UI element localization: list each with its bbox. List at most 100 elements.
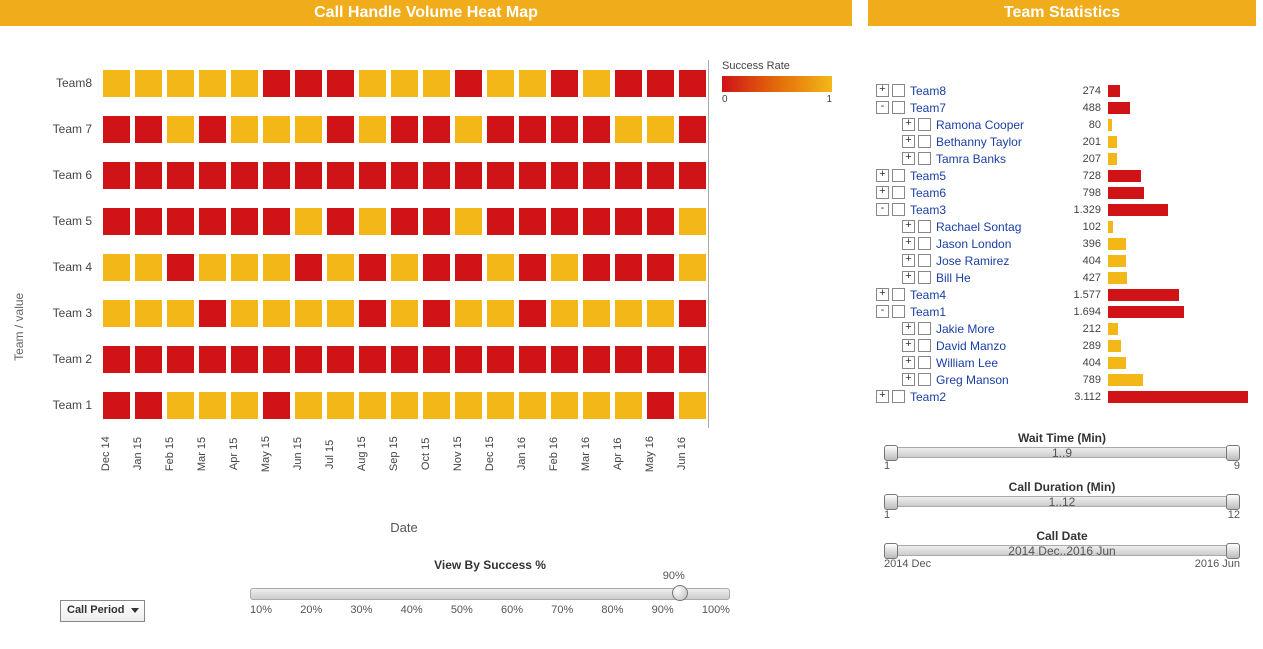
tree-row[interactable]: +Team41.577 xyxy=(876,286,1248,303)
heatmap-cell[interactable] xyxy=(263,162,290,189)
heatmap-cell[interactable] xyxy=(231,392,258,419)
heatmap-cell[interactable] xyxy=(679,208,706,235)
heatmap-cell[interactable] xyxy=(199,208,226,235)
tree-row[interactable]: +Jason London396 xyxy=(876,235,1248,252)
expand-icon[interactable]: + xyxy=(876,288,889,301)
heatmap-cell[interactable] xyxy=(615,254,642,281)
tree-row[interactable]: +Jose Ramirez404 xyxy=(876,252,1248,269)
heatmap-cell[interactable] xyxy=(583,162,610,189)
heatmap-cell[interactable] xyxy=(455,254,482,281)
checkbox-icon[interactable] xyxy=(892,101,905,114)
range-knob-left[interactable] xyxy=(884,543,898,559)
heatmap-cell[interactable] xyxy=(679,254,706,281)
heatmap-cell[interactable] xyxy=(231,254,258,281)
heatmap-cell[interactable] xyxy=(423,392,450,419)
heatmap-cell[interactable] xyxy=(327,116,354,143)
heatmap-cell[interactable] xyxy=(199,70,226,97)
heatmap-cell[interactable] xyxy=(167,162,194,189)
heatmap-cell[interactable] xyxy=(423,300,450,327)
heatmap-cell[interactable] xyxy=(103,392,130,419)
heatmap-cell[interactable] xyxy=(359,116,386,143)
expand-icon[interactable]: + xyxy=(902,152,915,165)
tree-row[interactable]: +David Manzo289 xyxy=(876,337,1248,354)
heatmap-cell[interactable] xyxy=(679,300,706,327)
tree-row[interactable]: -Team7488 xyxy=(876,99,1248,116)
heatmap-cell[interactable] xyxy=(231,346,258,373)
tree-row[interactable]: +Team23.112 xyxy=(876,388,1248,405)
heatmap-cell[interactable] xyxy=(455,392,482,419)
expand-icon[interactable]: + xyxy=(902,118,915,131)
heatmap-cell[interactable] xyxy=(615,208,642,235)
heatmap-cell[interactable] xyxy=(263,116,290,143)
heatmap-cell[interactable] xyxy=(519,300,546,327)
heatmap-cell[interactable] xyxy=(551,70,578,97)
heatmap-cell[interactable] xyxy=(679,116,706,143)
heatmap-cell[interactable] xyxy=(167,116,194,143)
expand-icon[interactable]: + xyxy=(876,169,889,182)
checkbox-icon[interactable] xyxy=(892,186,905,199)
heatmap-cell[interactable] xyxy=(135,208,162,235)
expand-icon[interactable]: + xyxy=(876,390,889,403)
tree-row[interactable]: +Bill He427 xyxy=(876,269,1248,286)
heatmap-cell[interactable] xyxy=(583,116,610,143)
expand-icon[interactable]: + xyxy=(902,322,915,335)
expand-icon[interactable]: + xyxy=(902,271,915,284)
tree-row[interactable]: +Bethanny Taylor201 xyxy=(876,133,1248,150)
heatmap-cell[interactable] xyxy=(455,70,482,97)
checkbox-icon[interactable] xyxy=(918,322,931,335)
heatmap-cell[interactable] xyxy=(295,392,322,419)
heatmap-cell[interactable] xyxy=(679,346,706,373)
heatmap-cell[interactable] xyxy=(647,346,674,373)
tree-row[interactable]: +Team6798 xyxy=(876,184,1248,201)
heatmap-cell[interactable] xyxy=(263,208,290,235)
heatmap-cell[interactable] xyxy=(519,116,546,143)
heatmap-cell[interactable] xyxy=(423,254,450,281)
heatmap-cell[interactable] xyxy=(135,162,162,189)
heatmap-cell[interactable] xyxy=(679,392,706,419)
heatmap-cell[interactable] xyxy=(583,70,610,97)
heatmap-cell[interactable] xyxy=(551,346,578,373)
expand-icon[interactable]: + xyxy=(902,237,915,250)
heatmap-cell[interactable] xyxy=(487,254,514,281)
heatmap-cell[interactable] xyxy=(551,208,578,235)
heatmap-cell[interactable] xyxy=(103,70,130,97)
heatmap-cell[interactable] xyxy=(487,70,514,97)
expand-icon[interactable]: + xyxy=(902,135,915,148)
expand-icon[interactable]: + xyxy=(902,373,915,386)
heatmap-cell[interactable] xyxy=(167,254,194,281)
checkbox-icon[interactable] xyxy=(918,118,931,131)
expand-icon[interactable]: + xyxy=(876,84,889,97)
heatmap-cell[interactable] xyxy=(455,346,482,373)
heatmap-cell[interactable] xyxy=(391,162,418,189)
checkbox-icon[interactable] xyxy=(918,373,931,386)
tree-row[interactable]: -Team31.329 xyxy=(876,201,1248,218)
heatmap-cell[interactable] xyxy=(199,162,226,189)
heatmap-cell[interactable] xyxy=(551,254,578,281)
heatmap-cell[interactable] xyxy=(199,116,226,143)
success-slider-knob[interactable] xyxy=(672,585,688,601)
range-knob-left[interactable] xyxy=(884,494,898,510)
collapse-icon[interactable]: - xyxy=(876,101,889,114)
heatmap-cell[interactable] xyxy=(199,346,226,373)
heatmap-cell[interactable] xyxy=(391,254,418,281)
tree-row[interactable]: +Greg Manson789 xyxy=(876,371,1248,388)
heatmap-cell[interactable] xyxy=(615,392,642,419)
range-knob-left[interactable] xyxy=(884,445,898,461)
heatmap-cell[interactable] xyxy=(423,70,450,97)
heatmap-cell[interactable] xyxy=(199,254,226,281)
heatmap-cell[interactable] xyxy=(103,300,130,327)
heatmap-cell[interactable] xyxy=(327,162,354,189)
heatmap-cell[interactable] xyxy=(327,346,354,373)
heatmap-cell[interactable] xyxy=(487,162,514,189)
expand-icon[interactable]: + xyxy=(876,186,889,199)
tree-row[interactable]: +Jakie More212 xyxy=(876,320,1248,337)
heatmap-cell[interactable] xyxy=(519,346,546,373)
heatmap-cell[interactable] xyxy=(551,300,578,327)
heatmap-cell[interactable] xyxy=(487,208,514,235)
checkbox-icon[interactable] xyxy=(918,339,931,352)
heatmap-cell[interactable] xyxy=(327,300,354,327)
heatmap-cell[interactable] xyxy=(263,254,290,281)
range-slider[interactable]: 1..9 xyxy=(884,447,1240,458)
checkbox-icon[interactable] xyxy=(918,356,931,369)
heatmap-cell[interactable] xyxy=(359,70,386,97)
